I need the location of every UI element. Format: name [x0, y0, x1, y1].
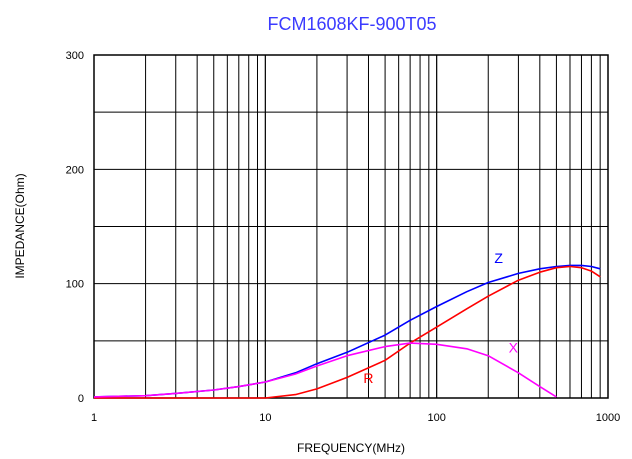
x-axis-label: FREQUENCY(MHz) [297, 441, 405, 455]
y-tick-label: 0 [78, 393, 84, 405]
grid [94, 55, 608, 398]
y-tick-label: 200 [66, 164, 84, 176]
y-tick-label: 100 [66, 279, 84, 291]
series-r-line [94, 265, 601, 399]
x-tick-label: 1000 [596, 412, 620, 424]
plot-area-border [93, 54, 609, 399]
x-tick-label: 10 [259, 412, 271, 424]
series-annotations: Z R X [363, 250, 518, 386]
y-axis-label: IMPEDANCE(Ohm) [13, 173, 27, 278]
series-x-line [93, 342, 557, 398]
x-tick-label: 100 [427, 412, 445, 424]
series-x-label: X [509, 339, 519, 355]
x-tick-label: 1 [91, 412, 97, 424]
series-lines [93, 264, 601, 399]
series-r-label: R [363, 370, 373, 386]
y-tick-label: 300 [66, 50, 84, 62]
tick-labels: 1 10 100 1000 0 100 200 300 [66, 50, 621, 424]
series-z-label: Z [494, 250, 503, 266]
chart-title: FCM1608KF-900T05 [267, 14, 436, 34]
